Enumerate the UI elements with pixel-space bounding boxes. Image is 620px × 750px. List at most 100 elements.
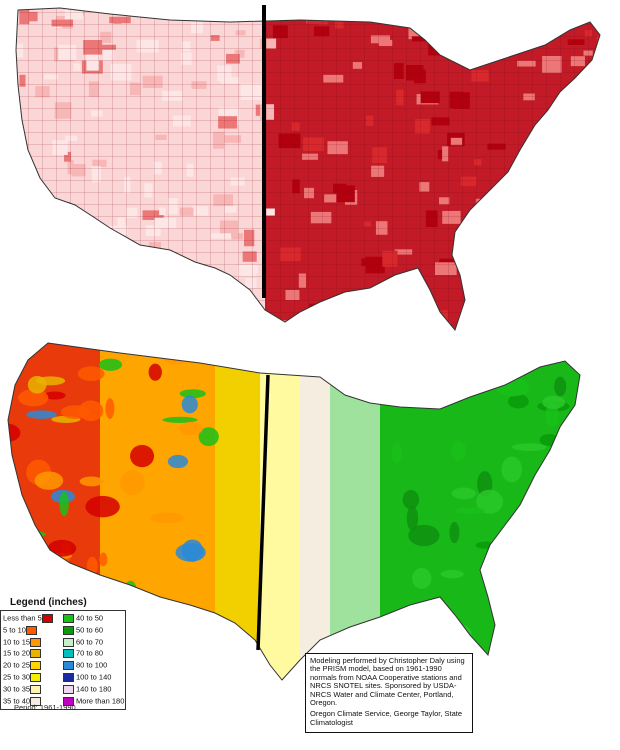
county-shade bbox=[338, 297, 352, 311]
county-shade bbox=[113, 281, 131, 293]
precip-patch bbox=[161, 343, 191, 366]
legend-swatch bbox=[25, 625, 37, 635]
precip-patch bbox=[547, 343, 564, 356]
county-shade bbox=[552, 225, 571, 236]
precip-patch bbox=[540, 698, 573, 711]
county-shade bbox=[185, 317, 194, 330]
county-shade bbox=[61, 260, 74, 276]
precip-patch bbox=[408, 524, 440, 547]
county-shade bbox=[600, 310, 618, 323]
county-shade bbox=[419, 311, 438, 317]
precip-patch bbox=[134, 735, 162, 746]
county-shade bbox=[489, 237, 506, 244]
legend-label: 60 to 70 bbox=[76, 637, 104, 647]
precip-patch bbox=[402, 489, 420, 510]
divider-line-bottom bbox=[256, 374, 270, 651]
county-shade bbox=[525, 251, 547, 257]
county-shade bbox=[533, 270, 540, 288]
county-shade bbox=[505, 188, 525, 203]
precip-patch bbox=[501, 456, 523, 483]
precip-patch bbox=[493, 650, 511, 670]
county-shade bbox=[206, 311, 228, 317]
county-shade bbox=[544, 144, 553, 161]
precip-patch bbox=[557, 499, 580, 517]
county-shade bbox=[77, 265, 88, 272]
credits-box: Modeling performed by Christopher Daly u… bbox=[305, 653, 473, 733]
county-shade bbox=[127, 257, 142, 269]
precip-patch bbox=[60, 405, 90, 419]
county-shade bbox=[554, 190, 563, 202]
precip-patch bbox=[416, 343, 434, 364]
legend-swatch bbox=[63, 625, 74, 635]
county-shade bbox=[16, 120, 18, 127]
county-shade bbox=[470, 218, 481, 230]
county-shade bbox=[181, 318, 189, 328]
precip-patch bbox=[587, 442, 603, 448]
county-shade bbox=[586, 268, 594, 277]
precip-patch bbox=[130, 444, 155, 468]
legend-item: More than 180 bbox=[63, 697, 124, 706]
county-shade bbox=[577, 11, 600, 19]
precip-patch bbox=[193, 684, 201, 697]
precip-patch bbox=[380, 372, 403, 391]
precip-patch bbox=[105, 398, 115, 419]
legend-item: 20 to 25 bbox=[3, 661, 43, 671]
precip-patch bbox=[412, 567, 432, 589]
precip-patch bbox=[429, 369, 442, 395]
precip-patch bbox=[391, 443, 403, 464]
county-shade bbox=[592, 108, 600, 120]
legend-period: Period: 1961-1990 bbox=[14, 703, 76, 712]
county-shade bbox=[531, 169, 544, 181]
precip-patch bbox=[476, 489, 503, 514]
precip-patch bbox=[47, 539, 77, 557]
county-shade bbox=[372, 9, 381, 18]
precip-patch bbox=[557, 608, 576, 622]
county-shade bbox=[481, 308, 501, 318]
county-shade bbox=[37, 248, 53, 265]
precip-patch bbox=[490, 601, 520, 609]
legend-item: 15 to 20 bbox=[3, 649, 43, 659]
county-shade bbox=[536, 144, 543, 153]
precip-patch bbox=[124, 580, 137, 598]
precip-patch bbox=[15, 571, 25, 593]
precip-patch bbox=[76, 716, 96, 725]
county-shade bbox=[540, 142, 561, 152]
legend-item: 5 to 10 bbox=[3, 626, 39, 635]
county-shade bbox=[274, 8, 288, 20]
precip-patch bbox=[437, 623, 472, 643]
precip-patch bbox=[135, 744, 164, 750]
county-shade bbox=[517, 250, 534, 256]
county-shade bbox=[548, 157, 564, 168]
precip-patch bbox=[18, 389, 49, 407]
precip-patch bbox=[43, 391, 66, 400]
county-shade bbox=[168, 321, 178, 330]
legend-item: 25 to 30 bbox=[3, 673, 43, 682]
county-shade bbox=[139, 261, 149, 276]
county-shade bbox=[588, 101, 600, 116]
county-shade bbox=[16, 105, 21, 123]
precip-patch bbox=[475, 541, 497, 549]
county-shade bbox=[298, 8, 319, 16]
precip-patch bbox=[138, 595, 163, 607]
precip-patch bbox=[605, 425, 620, 435]
legend-label: 50 to 60 bbox=[76, 625, 104, 635]
precip-patch bbox=[181, 395, 198, 414]
legend-item: 50 to 60 bbox=[63, 626, 103, 635]
county-shade bbox=[491, 8, 505, 20]
precip-patch bbox=[577, 677, 580, 680]
precip-patch bbox=[198, 427, 219, 447]
precip-patch bbox=[481, 343, 501, 356]
county-shade bbox=[493, 246, 510, 253]
county-shade bbox=[480, 324, 495, 330]
county-shade bbox=[567, 182, 584, 198]
county-shade bbox=[547, 227, 569, 237]
precip-patch bbox=[554, 376, 567, 397]
legend-swatch bbox=[30, 673, 42, 682]
county-shade bbox=[579, 255, 594, 266]
legend-item: 100 to 140 bbox=[63, 673, 111, 682]
legend-swatch bbox=[30, 649, 42, 659]
county-shade bbox=[610, 89, 620, 97]
precip-patch bbox=[59, 491, 69, 517]
legend-label: 70 to 80 bbox=[76, 648, 104, 658]
county-shade bbox=[155, 261, 172, 272]
